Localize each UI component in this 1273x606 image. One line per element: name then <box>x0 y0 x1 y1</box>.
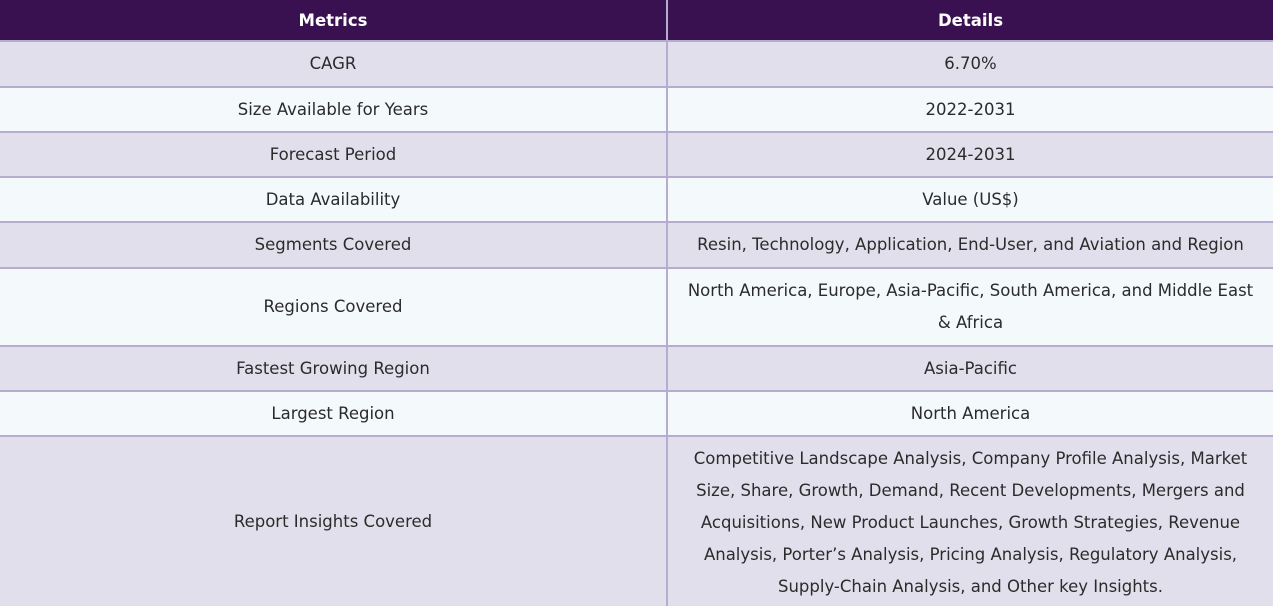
table-row: Forecast Period 2024-2031 <box>0 132 1273 178</box>
detail-cell: Asia-Pacific <box>667 346 1273 392</box>
detail-cell: Value (US$) <box>667 177 1273 223</box>
detail-cell: North America, Europe, Asia-Pacific, Sou… <box>667 268 1273 347</box>
metric-cell: Largest Region <box>0 391 668 437</box>
column-header-metrics: Metrics <box>0 0 668 41</box>
metric-cell: Data Availability <box>0 177 668 223</box>
detail-cell: Resin, Technology, Application, End-User… <box>667 222 1273 269</box>
column-header-details: Details <box>667 0 1273 41</box>
table-row: Size Available for Years 2022-2031 <box>0 87 1273 133</box>
metric-cell: Size Available for Years <box>0 87 668 133</box>
metric-cell: Report Insights Covered <box>0 436 668 606</box>
table-header-row: Metrics Details <box>0 0 1273 41</box>
detail-cell: 6.70% <box>667 41 1273 88</box>
metric-cell: CAGR <box>0 41 668 88</box>
table-row: Segments Covered Resin, Technology, Appl… <box>0 222 1273 269</box>
detail-cell: 2022-2031 <box>667 87 1273 133</box>
metric-cell: Fastest Growing Region <box>0 346 668 392</box>
detail-cell: North America <box>667 391 1273 437</box>
detail-cell: 2024-2031 <box>667 132 1273 178</box>
table-row: Report Insights Covered Competitive Land… <box>0 436 1273 606</box>
table-row: Data Availability Value (US$) <box>0 177 1273 223</box>
metric-cell: Regions Covered <box>0 268 668 347</box>
detail-cell: Competitive Landscape Analysis, Company … <box>667 436 1273 606</box>
metric-cell: Forecast Period <box>0 132 668 178</box>
table-row: Fastest Growing Region Asia-Pacific <box>0 346 1273 392</box>
table-row: Largest Region North America <box>0 391 1273 437</box>
metric-cell: Segments Covered <box>0 222 668 269</box>
table-row: CAGR 6.70% <box>0 41 1273 88</box>
table-row: Regions Covered North America, Europe, A… <box>0 268 1273 347</box>
